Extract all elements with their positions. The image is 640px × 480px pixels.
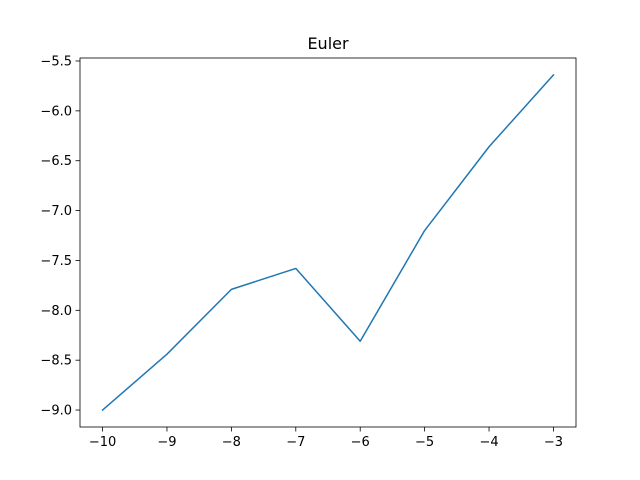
x-tick-label: −6 — [351, 435, 370, 450]
x-tick-label: −10 — [89, 435, 116, 450]
y-tick-label: −8.0 — [40, 304, 72, 319]
x-tick-label: −9 — [157, 435, 176, 450]
y-tick-label: −6.5 — [40, 154, 72, 169]
x-tick-label: −4 — [479, 435, 498, 450]
y-tick-label: −5.5 — [40, 54, 72, 69]
y-tick-label: −6.0 — [40, 104, 72, 119]
plot-area: −10 −9 −8 −7 −6 −5 −4 −3 −9.0 −8.5 −8.0 −7.5 −7.0 −6.… — [40, 54, 577, 450]
x-tick-label: −3 — [544, 435, 563, 450]
y-tick-label: −9.0 — [40, 404, 72, 419]
x-tick-label: −8 — [222, 435, 241, 450]
y-tick-label: −7.0 — [40, 204, 72, 219]
x-tick-label: −5 — [415, 435, 434, 450]
y-tick-label: −7.5 — [40, 254, 72, 269]
axes-frame — [79, 57, 577, 428]
series-line-0 — [101, 73, 555, 412]
chart-title: Euler — [307, 34, 349, 53]
x-tick-label: −7 — [286, 435, 305, 450]
y-tick-label: −8.5 — [40, 354, 72, 369]
